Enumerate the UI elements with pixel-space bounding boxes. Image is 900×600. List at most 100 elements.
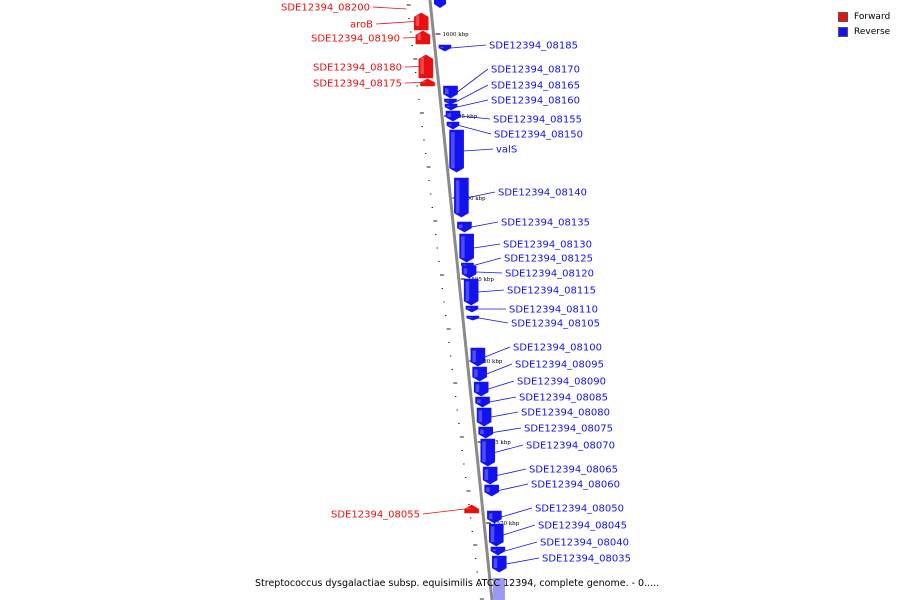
reverse-gene-arrow[interactable] (465, 305, 479, 313)
gene-label[interactable]: SDE12394_08120 (505, 269, 594, 280)
gene-label[interactable]: SDE12394_08185 (489, 41, 578, 52)
gene-label[interactable]: valS (496, 145, 517, 156)
reverse-gene-arrow[interactable] (484, 484, 499, 497)
kbp-tick-label: 1590 kbp (459, 196, 486, 202)
reverse-gene-arrow[interactable] (492, 578, 505, 600)
label-leader (422, 508, 465, 515)
reverse-gene-arrow[interactable] (487, 510, 502, 524)
gene-highlight (472, 350, 476, 362)
reverse-gene-arrow[interactable] (443, 85, 458, 99)
gene-label[interactable]: SDE12394_08110 (509, 305, 598, 316)
gene-label[interactable]: SDE12394_08095 (515, 360, 604, 371)
reverse-gene-arrow[interactable] (461, 265, 477, 279)
reverse-gene-arrow[interactable] (472, 366, 487, 382)
gene-label[interactable]: SDE12394_08180 (313, 63, 402, 74)
gene-highlight (490, 526, 495, 542)
reverse-gene-arrow[interactable] (446, 121, 460, 130)
gene-highlight (480, 429, 484, 434)
gene-label[interactable]: SDE12394_08125 (504, 254, 593, 265)
kbp-tick-label: 1570 kbp (493, 521, 520, 527)
reverse-gene-arrow[interactable] (444, 103, 458, 111)
gene-highlight (462, 264, 466, 266)
gene-label[interactable]: SDE12394_08035 (542, 554, 631, 565)
gene-label[interactable]: SDE12394_08175 (313, 79, 402, 90)
gene-label[interactable]: SDE12394_08080 (521, 408, 610, 419)
gene-label[interactable]: SDE12394_08115 (507, 286, 596, 297)
gene-label[interactable]: SDE12394_08200 (281, 3, 370, 14)
label-leader (503, 524, 536, 536)
label-leader (478, 289, 505, 293)
forward-gene-arrow[interactable] (413, 12, 429, 31)
reverse-gene-arrow[interactable] (459, 233, 474, 263)
reverse-gene-arrow[interactable] (470, 347, 486, 367)
gene-label[interactable]: SDE12394_08190 (311, 34, 400, 45)
reverse-gene-arrow[interactable] (444, 98, 457, 105)
label-leader (471, 221, 499, 228)
label-leader (473, 257, 502, 266)
forward-gene-arrow[interactable] (420, 78, 435, 87)
gene-label[interactable]: SDE12394_08105 (511, 319, 600, 330)
reverse-gene-arrow[interactable] (463, 278, 479, 306)
label-leader (504, 541, 538, 552)
gene-highlight (475, 384, 480, 392)
gene-label[interactable]: SDE12394_08070 (526, 441, 615, 452)
label-leader (456, 84, 489, 102)
gene-label[interactable]: SDE12394_08150 (494, 130, 583, 141)
gene-highlight (440, 46, 444, 48)
gene-highlight (461, 236, 465, 258)
reverse-gene-arrow[interactable] (454, 177, 469, 218)
gene-highlight (445, 100, 449, 102)
gene-highlight (482, 441, 486, 462)
forward-gene-arrow[interactable] (415, 30, 431, 45)
gene-label[interactable]: aroB (350, 20, 373, 31)
reverse-gene-arrow[interactable] (488, 523, 504, 547)
reverse-gene-arrow[interactable] (480, 438, 496, 467)
reverse-gene-arrow[interactable] (466, 315, 480, 321)
forward-gene-arrow[interactable] (418, 54, 434, 79)
label-leader (456, 99, 489, 108)
kbp-tick-label: 1595 kbp (451, 114, 478, 120)
reverse-gene-arrow[interactable] (438, 44, 452, 52)
gene-label[interactable]: SDE12394_08075 (524, 424, 613, 435)
gene-highlight (492, 549, 496, 551)
label-leader (404, 66, 419, 68)
gene-highlight (458, 224, 463, 228)
gene-label[interactable]: SDE12394_08040 (540, 538, 629, 549)
reverse-gene-arrow[interactable] (476, 407, 492, 427)
gene-highlight (488, 513, 493, 519)
gene-label[interactable]: SDE12394_08170 (491, 65, 580, 76)
reverse-gene-arrow[interactable] (445, 110, 461, 122)
forward-gene-arrow[interactable] (464, 504, 479, 514)
gene-label[interactable]: SDE12394_08165 (491, 81, 580, 92)
minor-tick-marks (406, 4, 484, 600)
reverse-gene-arrow[interactable] (473, 381, 489, 397)
gene-label[interactable]: SDE12394_08050 (535, 504, 624, 515)
gene-highlight (422, 81, 426, 83)
reverse-gene-arrow[interactable] (491, 555, 507, 573)
gene-label[interactable]: SDE12394_08160 (491, 96, 580, 107)
reverse-gene-arrow[interactable] (478, 426, 493, 439)
gene-label[interactable]: SDE12394_08140 (498, 188, 587, 199)
gene-highlight (484, 469, 489, 480)
gene-label[interactable]: SDE12394_08155 (493, 115, 582, 126)
reverse-gene-arrow[interactable] (434, 0, 446, 8)
reverse-gene-arrow[interactable] (449, 129, 464, 173)
label-leader (501, 507, 533, 518)
gene-label[interactable]: SDE12394_08065 (529, 465, 618, 476)
gene-label[interactable]: SDE12394_08060 (531, 480, 620, 491)
gene-label[interactable]: SDE12394_08100 (513, 343, 602, 354)
reverse-gene-arrow[interactable] (475, 396, 490, 408)
gene-label[interactable]: SDE12394_08090 (517, 377, 606, 388)
genome-caption: Streptococcus dysgalactiae subsp. equisi… (255, 578, 660, 589)
gene-label[interactable]: SDE12394_08085 (519, 393, 608, 404)
kbp-tick-label: 1600 kbp (443, 32, 470, 38)
reverse-gene-arrow[interactable] (490, 546, 506, 556)
gene-highlight (474, 369, 478, 377)
gene-label[interactable]: SDE12394_08045 (538, 521, 627, 532)
gene-label[interactable]: SDE12394_08055 (331, 510, 420, 521)
gene-label[interactable]: SDE12394_08130 (503, 240, 592, 251)
gene-label[interactable]: SDE12394_08135 (501, 218, 590, 229)
reverse-gene-arrow[interactable] (482, 466, 498, 485)
reverse-gene-arrow[interactable] (457, 221, 472, 233)
